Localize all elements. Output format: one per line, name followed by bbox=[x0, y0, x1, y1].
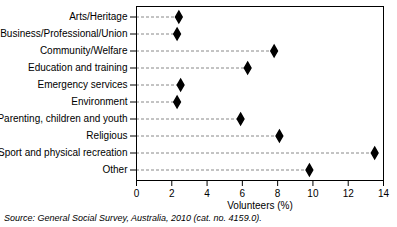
svg-text:Sport and physical recreation: Sport and physical recreation bbox=[0, 147, 128, 158]
svg-text:Volunteers (%): Volunteers (%) bbox=[227, 200, 293, 211]
svg-text:2: 2 bbox=[169, 188, 175, 199]
svg-text:6: 6 bbox=[240, 188, 246, 199]
svg-text:Other: Other bbox=[102, 164, 128, 175]
svg-text:14: 14 bbox=[378, 188, 390, 199]
svg-text:Environment: Environment bbox=[71, 96, 127, 107]
svg-text:8: 8 bbox=[275, 188, 281, 199]
html-text:Source: General Social Survey,: Source: General Social Survey, Australia… bbox=[4, 213, 262, 223]
svg-text:Emergency services: Emergency services bbox=[37, 79, 127, 90]
svg-text:10: 10 bbox=[307, 188, 319, 199]
svg-text:Business/Professional/Union: Business/Professional/Union bbox=[0, 28, 127, 39]
svg-text:Arts/Heritage: Arts/Heritage bbox=[69, 11, 128, 22]
svg-text:Community/Welfare: Community/Welfare bbox=[40, 45, 128, 56]
svg-text:12: 12 bbox=[343, 188, 355, 199]
svg-text:4: 4 bbox=[204, 188, 210, 199]
svg-text:0: 0 bbox=[134, 188, 140, 199]
svg-text:Religious: Religious bbox=[86, 130, 127, 141]
svg-text:Parenting, children and youth: Parenting, children and youth bbox=[0, 113, 128, 124]
svg-text:Education and training: Education and training bbox=[28, 62, 128, 73]
